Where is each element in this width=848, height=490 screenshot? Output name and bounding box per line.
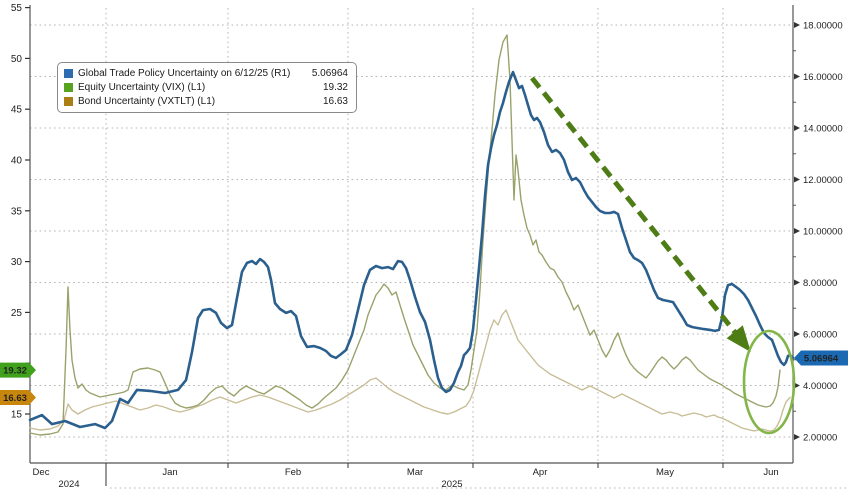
- legend-box: Global Trade Policy Uncertainty on 6/12/…: [57, 62, 357, 113]
- right-axis-tick-arrow: [794, 382, 800, 389]
- trend-arrow-annotation: [530, 76, 751, 353]
- right-axis-tick-label: 12.00000: [803, 175, 843, 186]
- legend-label: Bond Uncertainty (VXTLT) (L1): [78, 95, 216, 107]
- legend-item-2: Bond Uncertainty (VXTLT) (L1) 16.63: [64, 94, 348, 108]
- legend-item-0: Global Trade Policy Uncertainty on 6/12/…: [64, 66, 348, 80]
- month-label: May: [656, 467, 674, 478]
- legend-value: 19.32: [322, 81, 348, 93]
- month-label: Mar: [407, 467, 423, 478]
- legend-label: Equity Uncertainty (VIX) (L1): [78, 81, 206, 93]
- month-label: Feb: [285, 467, 301, 478]
- left-axis-tick-label: 45: [11, 105, 23, 116]
- right-axis-tick-label: 6.00000: [803, 330, 837, 341]
- left-price-badge-text: 19.32: [3, 366, 27, 377]
- left-price-badge: [0, 362, 36, 378]
- right-axis-tick-arrow: [794, 176, 800, 183]
- right-axis-tick-arrow: [794, 228, 800, 234]
- series-line-1: [29, 34, 781, 436]
- legend-label: Global Trade Policy Uncertainty on 6/12/…: [78, 67, 291, 79]
- left-price-badge-text: 16.63: [3, 393, 27, 404]
- right-price-badge-text: 5.06964: [804, 353, 839, 364]
- month-label: Jan: [162, 467, 177, 478]
- month-label: Jun: [763, 467, 778, 478]
- month-label: Dec: [33, 467, 50, 478]
- year-label: 2024: [58, 479, 79, 490]
- series-line-2: [28, 70, 795, 430]
- right-axis-tick-label: 16.00000: [803, 72, 843, 83]
- left-axis-tick-label: 30: [11, 257, 23, 268]
- highlight-ellipse-annotation: [742, 329, 796, 435]
- legend-value: 5.06964: [311, 67, 348, 79]
- month-label: Apr: [533, 467, 548, 478]
- right-axis-tick-label: 2.00000: [803, 433, 837, 444]
- legend-value: 16.63: [322, 95, 348, 107]
- left-axis-tick-label: 35: [11, 206, 23, 217]
- left-axis-tick-label: 25: [11, 308, 23, 319]
- right-axis-tick-label: 14.00000: [803, 124, 843, 135]
- right-axis-tick-arrow: [794, 434, 800, 440]
- right-axis-tick-arrow: [794, 125, 800, 131]
- left-price-badge: [0, 389, 36, 405]
- right-axis-tick-label: 10.00000: [803, 227, 843, 238]
- right-axis-tick-label: 18.00000: [803, 21, 843, 32]
- left-axis-tick-label: 50: [11, 54, 23, 65]
- right-axis-tick-label: 8.00000: [803, 278, 837, 289]
- right-axis-tick-arrow: [794, 331, 800, 337]
- right-axis-tick-arrow: [794, 73, 800, 80]
- left-axis-tick-label: 55: [11, 3, 23, 14]
- right-axis-tick-arrow: [794, 22, 800, 28]
- right-axis-tick-arrow: [794, 279, 800, 286]
- year-label: 2025: [441, 479, 462, 490]
- legend-item-1: Equity Uncertainty (VIX) (L1) 19.32: [64, 80, 348, 94]
- legend-swatch-icon: [64, 68, 73, 78]
- right-axis-tick-label: 4.00000: [803, 381, 837, 392]
- legend-swatch-icon: [64, 96, 73, 106]
- series-line-0: [29, 309, 791, 432]
- right-price-badge: [794, 350, 848, 366]
- left-axis-tick-label: 15: [11, 410, 23, 421]
- legend-swatch-icon: [64, 82, 73, 92]
- left-axis-tick-label: 40: [11, 156, 23, 167]
